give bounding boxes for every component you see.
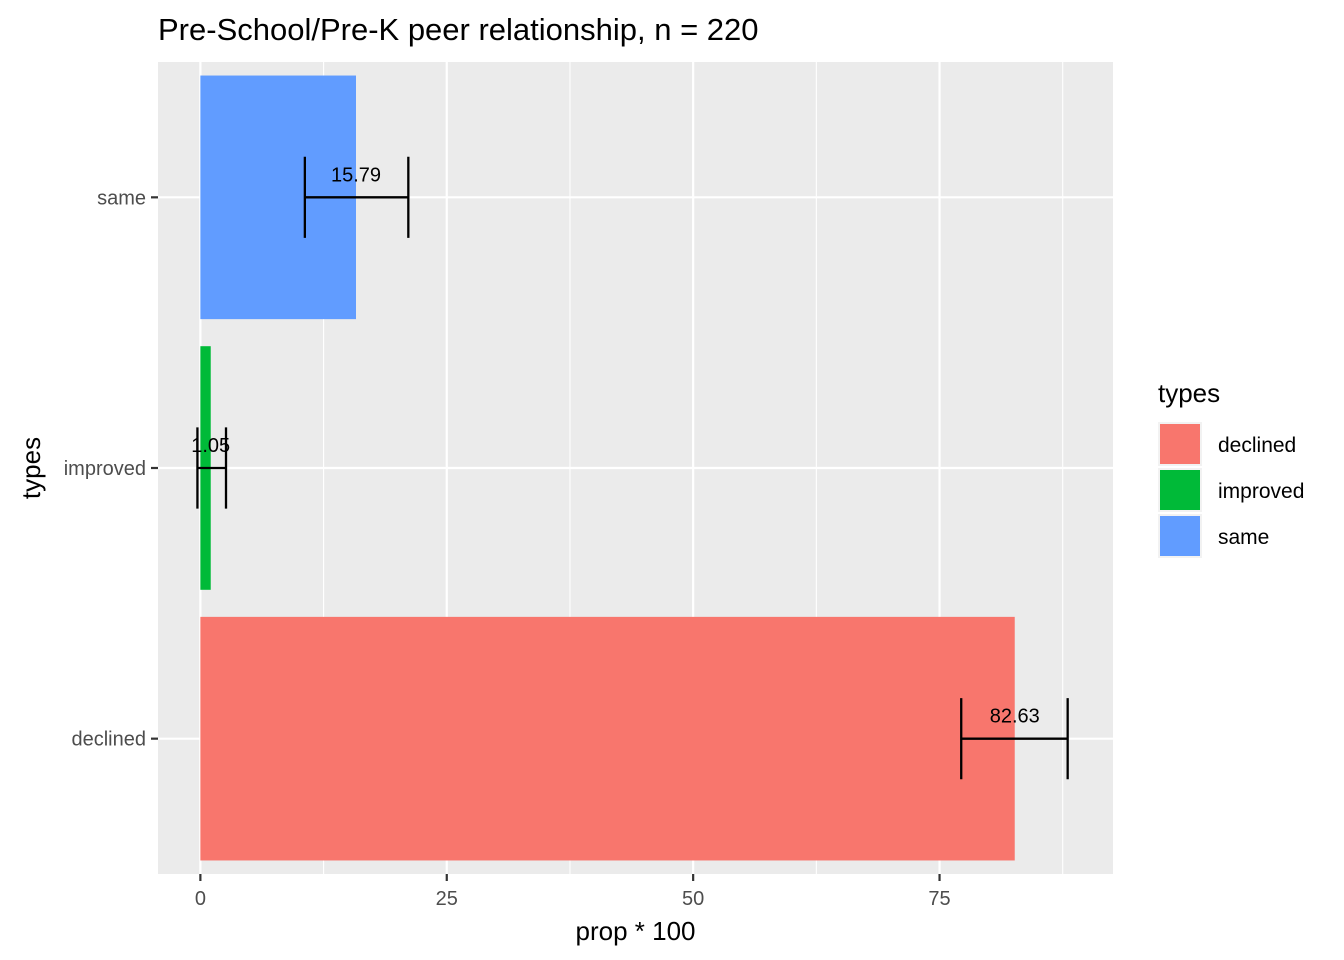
y-tick-label-improved: improved <box>64 458 146 480</box>
legend-item-improved: improved <box>1158 468 1304 512</box>
bar-declined <box>200 616 1015 861</box>
legend-label: declined <box>1218 434 1296 457</box>
data-label-same: 15.79 <box>331 164 381 186</box>
data-labels: 82.63 1.05 15.79 <box>191 164 1040 727</box>
legend-item-declined: declined <box>1158 422 1296 466</box>
x-tick-label: 25 <box>436 888 458 910</box>
bars <box>200 75 1015 861</box>
y-axis: declined improved same <box>64 187 158 751</box>
legend-item-same: same <box>1158 514 1269 558</box>
legend-label: same <box>1218 526 1269 549</box>
error-bar-same <box>303 156 410 238</box>
legend: types declined improved same <box>1158 378 1304 558</box>
data-label-declined: 82.63 <box>990 706 1040 728</box>
x-tick-label: 50 <box>682 888 704 910</box>
chart-title: Pre-School/Pre-K peer relationship, n = … <box>158 12 759 47</box>
data-label-improved: 1.05 <box>191 435 230 457</box>
x-tick-label: 0 <box>195 888 206 910</box>
legend-key-swatch <box>1160 424 1200 464</box>
x-axis: 0 25 50 75 <box>195 874 951 910</box>
x-axis-title: prop * 100 <box>576 916 696 946</box>
legend-label: improved <box>1218 480 1304 503</box>
error-bars <box>196 156 1069 780</box>
legend-title: types <box>1158 378 1220 408</box>
y-tick-label-declined: declined <box>71 729 146 751</box>
x-tick-label: 75 <box>928 888 950 910</box>
legend-key-swatch <box>1160 516 1200 556</box>
error-bar-declined <box>960 698 1069 780</box>
error-bar-improved <box>196 427 228 509</box>
y-axis-title: types <box>16 437 46 499</box>
y-tick-label-same: same <box>97 187 146 209</box>
legend-key-swatch <box>1160 470 1200 510</box>
